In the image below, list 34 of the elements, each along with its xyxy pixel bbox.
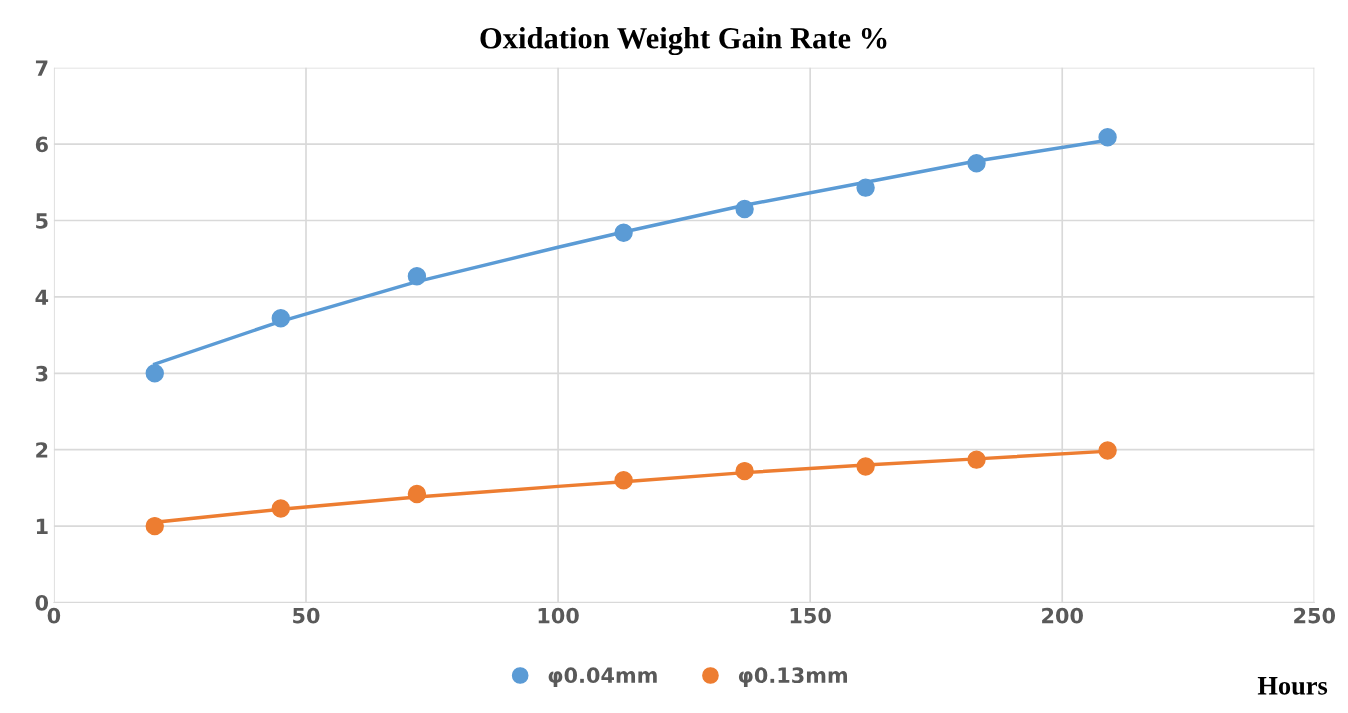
y-tick-label: 4 [35,289,49,305]
x-tick-label: 0 [47,607,61,624]
point [967,450,986,469]
legend-label: φ0.04mm [548,667,657,688]
x-tick-label: 250 [1294,607,1336,624]
y-tick-label: 2 [36,442,48,458]
point [1098,441,1117,460]
point [145,516,164,536]
legend-label: φ0.13mm [738,667,848,688]
point [145,364,164,383]
x-axis-title: Hours [1257,677,1328,695]
point [614,471,633,490]
point [735,199,754,219]
point [735,461,754,481]
y-tick-label: 5 [36,213,48,229]
point [614,223,633,242]
point [856,178,875,197]
y-tick-label: 6 [35,136,48,153]
point [271,499,290,518]
chart-title: Oxidation Weight Gain Rate % [480,27,887,56]
point [407,484,427,504]
x-tick-label: 100 [538,607,579,624]
x-tick-label: 200 [1042,607,1083,624]
y-tick-label: 3 [35,365,48,382]
y-tick-label: 7 [35,60,48,76]
point [856,457,875,476]
point [407,267,427,286]
point [967,154,986,173]
y-tick-label: 1 [36,518,48,535]
x-tick-label: 150 [790,607,831,624]
point [1098,128,1117,147]
point [271,309,290,328]
x-tick-label: 50 [293,607,320,624]
y-tick-label: 0 [35,594,49,611]
